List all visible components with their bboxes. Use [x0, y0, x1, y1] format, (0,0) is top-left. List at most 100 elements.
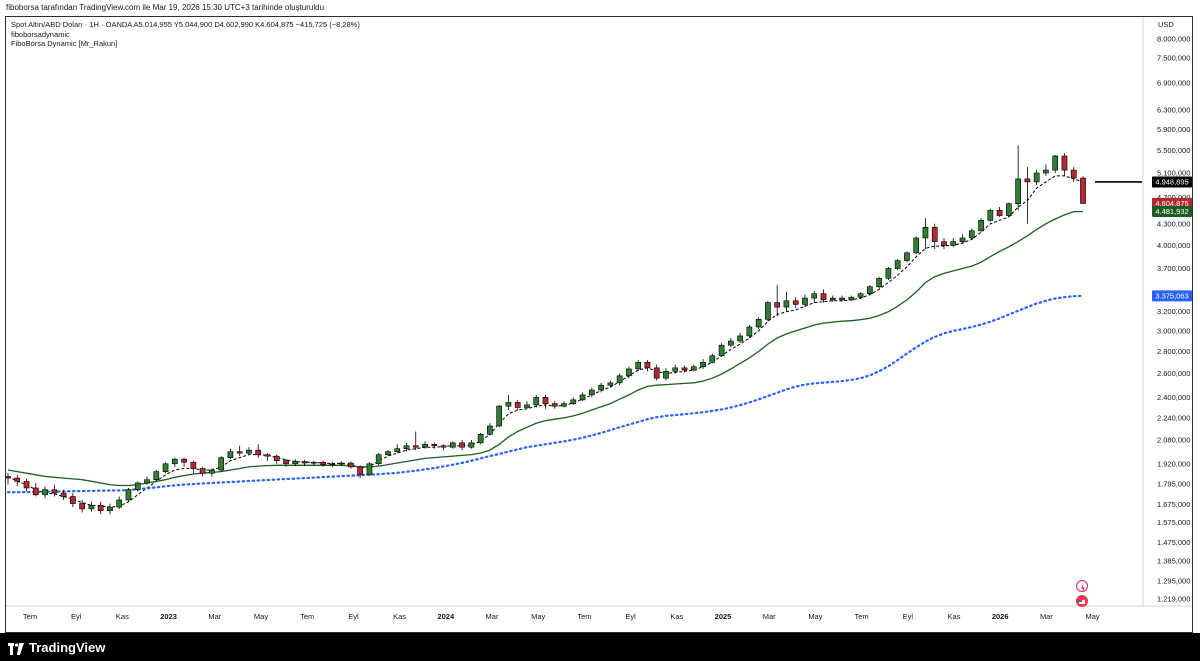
candle-up[interactable] — [422, 443, 428, 448]
candle-down[interactable] — [348, 462, 354, 468]
candle-up[interactable] — [477, 433, 484, 444]
chart-frame[interactable] — [5, 16, 1193, 633]
candle-down[interactable] — [283, 460, 289, 465]
candle-up[interactable] — [579, 394, 586, 401]
candle-up[interactable] — [672, 367, 679, 372]
candle-up[interactable] — [1015, 178, 1021, 205]
candle-down[interactable] — [199, 468, 206, 474]
candle-up[interactable] — [218, 457, 224, 471]
candle-down[interactable] — [1080, 177, 1086, 204]
candle-down[interactable] — [1024, 178, 1031, 183]
candle-up[interactable] — [1033, 172, 1040, 183]
candle-up[interactable] — [663, 370, 669, 379]
candle-down[interactable] — [70, 496, 76, 504]
candle-up[interactable] — [125, 489, 132, 501]
candle-up[interactable] — [802, 297, 808, 305]
candle-up[interactable] — [690, 366, 697, 371]
candle-up[interactable] — [978, 220, 984, 232]
candle-up[interactable] — [134, 482, 141, 490]
candle-down[interactable] — [941, 241, 947, 246]
candle-down[interactable] — [51, 489, 58, 494]
candle-up[interactable] — [987, 209, 994, 221]
candle-up[interactable] — [700, 362, 706, 368]
candle-down[interactable] — [820, 293, 827, 301]
candle-down[interactable] — [440, 445, 447, 448]
candle-up[interactable] — [588, 389, 595, 396]
candle-down[interactable] — [301, 461, 308, 464]
candle-up[interactable] — [626, 368, 632, 377]
candle-down[interactable] — [79, 503, 85, 510]
candle-up[interactable] — [765, 302, 771, 320]
candle-down[interactable] — [60, 492, 67, 497]
candle-up[interactable] — [811, 293, 818, 299]
candle-down[interactable] — [792, 300, 799, 305]
candle-down[interactable] — [236, 451, 243, 454]
candle-up[interactable] — [449, 442, 456, 448]
candle-up[interactable] — [107, 506, 113, 511]
lightning-icon[interactable] — [1076, 580, 1088, 592]
candle-up[interactable] — [42, 489, 48, 496]
candle-up[interactable] — [385, 451, 391, 455]
candle-up[interactable] — [227, 451, 234, 458]
candle-down[interactable] — [931, 226, 938, 242]
candle-up[interactable] — [904, 252, 910, 261]
candle-down[interactable] — [320, 461, 326, 465]
candle-down[interactable] — [1061, 155, 1068, 171]
candle-up[interactable] — [171, 458, 178, 465]
candle-up[interactable] — [598, 384, 604, 391]
candle-up[interactable] — [718, 344, 725, 357]
candle-up[interactable] — [468, 442, 475, 448]
candle-up[interactable] — [607, 382, 614, 386]
symbol-info-line[interactable]: Spot Altın/ABD Doları · 1H · OANDA A5.01… — [11, 20, 360, 29]
candle-down[interactable] — [774, 302, 781, 308]
candle-down[interactable] — [551, 403, 558, 407]
candle-up[interactable] — [635, 362, 642, 370]
candle-up[interactable] — [922, 226, 929, 239]
candle-down[interactable] — [357, 466, 364, 476]
candle-up[interactable] — [727, 340, 734, 346]
candle-up[interactable] — [829, 297, 836, 301]
candle-down[interactable] — [190, 461, 197, 469]
candle-down[interactable] — [431, 443, 438, 447]
candle-up[interactable] — [1006, 203, 1012, 216]
candle-up[interactable] — [885, 268, 892, 279]
candle-up[interactable] — [338, 462, 345, 465]
candle-down[interactable] — [412, 445, 419, 448]
candle-down[interactable] — [514, 402, 521, 408]
candle-up[interactable] — [505, 402, 512, 407]
candle-up[interactable] — [737, 335, 743, 342]
flag-icon[interactable] — [1076, 595, 1088, 607]
candle-up[interactable] — [162, 463, 169, 472]
candle-down[interactable] — [459, 442, 465, 448]
candle-up[interactable] — [968, 230, 975, 239]
candle-up[interactable] — [246, 449, 252, 454]
candle-down[interactable] — [644, 362, 651, 369]
candle-up[interactable] — [950, 241, 957, 246]
candle-up[interactable] — [959, 237, 966, 242]
candle-up[interactable] — [209, 469, 215, 474]
candle-up[interactable] — [570, 399, 577, 404]
candle-down[interactable] — [273, 455, 280, 461]
candle-down[interactable] — [5, 476, 11, 479]
candle-up[interactable] — [116, 499, 123, 508]
candle-up[interactable] — [496, 405, 503, 427]
indicator-label-1[interactable]: fiboborsadynamic — [11, 29, 70, 39]
candle-down[interactable] — [181, 458, 187, 463]
candle-up[interactable] — [746, 326, 753, 337]
candle-down[interactable] — [264, 454, 271, 457]
candle-up[interactable] — [783, 300, 790, 308]
candle-up[interactable] — [487, 425, 493, 435]
candle-up[interactable] — [366, 463, 373, 476]
price-chart[interactable]: USD 8.000,000 7.500,000 6.900,000 6.300,000 5… — [0, 0, 1200, 633]
candle-down[interactable] — [542, 397, 549, 404]
candle-down[interactable] — [1070, 169, 1077, 179]
candle-up[interactable] — [292, 461, 299, 465]
candle-up[interactable] — [894, 260, 901, 269]
candle-down[interactable] — [23, 481, 30, 489]
candle-up[interactable] — [561, 403, 567, 407]
candle-up[interactable] — [394, 448, 401, 452]
candle-up[interactable] — [1052, 155, 1059, 171]
candle-down[interactable] — [14, 477, 21, 482]
candle-up[interactable] — [153, 471, 160, 481]
candle-up[interactable] — [1043, 169, 1049, 174]
